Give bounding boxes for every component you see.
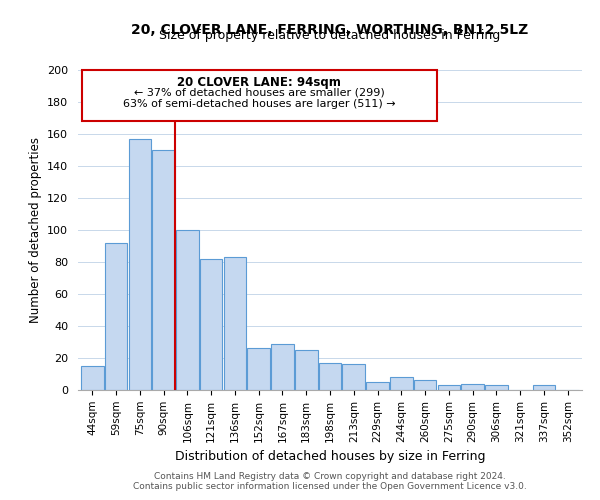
X-axis label: Distribution of detached houses by size in Ferring: Distribution of detached houses by size … <box>175 450 485 463</box>
Bar <box>81 366 104 390</box>
Bar <box>128 139 151 390</box>
FancyBboxPatch shape <box>82 70 437 121</box>
Text: Contains public sector information licensed under the Open Government Licence v3: Contains public sector information licen… <box>133 482 527 491</box>
Y-axis label: Number of detached properties: Number of detached properties <box>29 137 41 323</box>
Bar <box>176 230 199 390</box>
Text: 20, CLOVER LANE, FERRING, WORTHING, BN12 5LZ: 20, CLOVER LANE, FERRING, WORTHING, BN12… <box>131 22 529 36</box>
Bar <box>105 243 127 390</box>
Text: Contains HM Land Registry data © Crown copyright and database right 2024.: Contains HM Land Registry data © Crown c… <box>154 472 506 481</box>
Bar <box>271 344 294 390</box>
Bar <box>319 363 341 390</box>
Bar <box>461 384 484 390</box>
Bar <box>390 377 413 390</box>
Text: ← 37% of detached houses are smaller (299): ← 37% of detached houses are smaller (29… <box>134 88 385 98</box>
Bar <box>343 364 365 390</box>
Text: 20 CLOVER LANE: 94sqm: 20 CLOVER LANE: 94sqm <box>178 76 341 90</box>
Bar <box>414 380 436 390</box>
Bar <box>366 382 389 390</box>
Bar <box>152 150 175 390</box>
Bar <box>533 385 555 390</box>
Bar <box>200 259 223 390</box>
Title: Size of property relative to detached houses in Ferring: Size of property relative to detached ho… <box>160 30 500 43</box>
Bar <box>437 385 460 390</box>
Bar <box>247 348 270 390</box>
Bar <box>485 385 508 390</box>
Bar <box>224 257 246 390</box>
Text: 63% of semi-detached houses are larger (511) →: 63% of semi-detached houses are larger (… <box>123 99 395 109</box>
Bar <box>295 350 317 390</box>
